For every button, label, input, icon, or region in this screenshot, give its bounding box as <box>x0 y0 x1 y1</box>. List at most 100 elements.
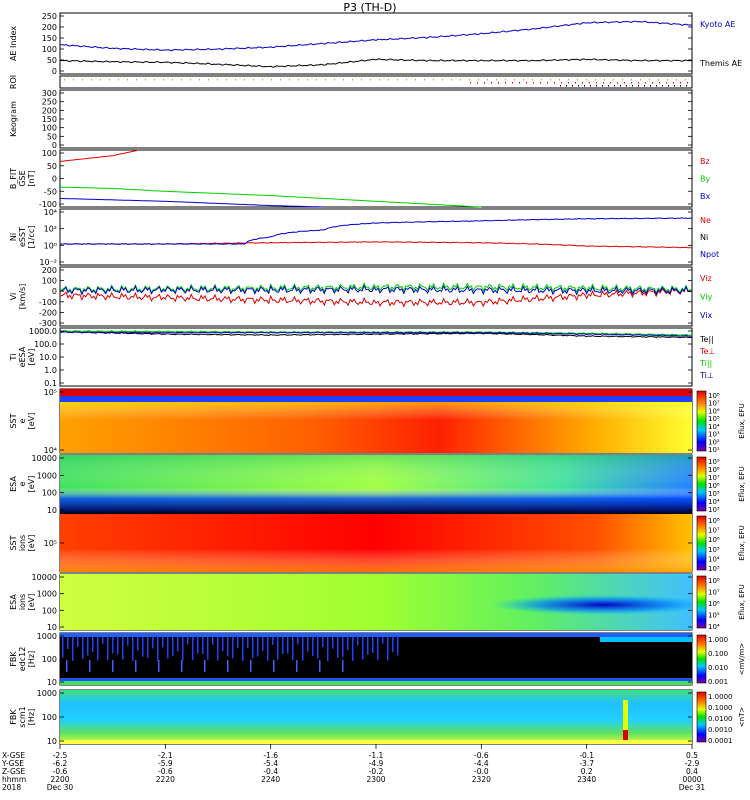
x-axis: X-GSEY-GSEZ-GSEhhmm2018-2.5-6.2-0.62200D… <box>1 744 705 792</box>
ytick-label: 50 <box>47 132 57 141</box>
ylabel-roi: ROI <box>9 75 18 89</box>
fbk-streak <box>167 637 169 659</box>
roi-dot <box>523 79 524 81</box>
roi-dot <box>640 79 641 81</box>
roi-dot <box>658 79 659 81</box>
fbk-streak <box>317 637 319 659</box>
xtick-label-hhmm: 2340 <box>577 775 596 784</box>
ylabel-esa_i: ions <box>18 594 27 610</box>
roi-dot <box>496 79 497 81</box>
sst-electron-topband <box>60 389 692 396</box>
roi-dot <box>100 79 101 81</box>
fbk-streak <box>357 637 359 646</box>
ylabel-temperature: Ti <box>9 354 18 362</box>
roi-dot <box>208 79 209 81</box>
figure-title: P3 (TH-D) <box>343 1 396 14</box>
roi-dot <box>666 82 667 84</box>
roi-dot <box>307 79 308 81</box>
colorbar-tick: 10⁶ <box>708 407 720 415</box>
roi-dot <box>586 79 587 81</box>
colorbar-tick: 10⁷ <box>708 474 720 482</box>
roi-dot <box>519 82 520 84</box>
fbk-streak <box>137 637 139 651</box>
roi-dot <box>604 79 605 81</box>
ylabel-bfield: GSE <box>18 170 27 186</box>
ytick-label: 150 <box>42 34 57 43</box>
legend-entry: By <box>700 175 710 184</box>
ytick-label: 1000 <box>37 471 57 480</box>
roi-dot <box>680 85 681 87</box>
fbk-streak <box>297 637 299 645</box>
roi-dot <box>388 79 389 81</box>
roi-dot <box>676 79 677 81</box>
ytick-label: 50 <box>47 162 57 171</box>
xaxis-row-label: 2018 <box>2 783 21 792</box>
ytick-label: 10⁴ <box>44 446 57 455</box>
fbk-streak <box>152 637 154 649</box>
ytick-label: 0 <box>52 287 57 296</box>
ylabel-keogram: Keogram <box>9 101 18 137</box>
roi-dot <box>559 79 560 81</box>
ytick-label: 1000.0 <box>29 327 57 336</box>
roi-dot <box>244 79 245 81</box>
ytick-label: 200 <box>42 266 57 275</box>
fbk-streak <box>232 637 234 659</box>
xtick-label-y: -4.9 <box>369 759 384 768</box>
colorbar-tick: 0.0001 <box>708 737 733 745</box>
series-bfield-bz <box>59 149 140 162</box>
colorbar-esa_i <box>696 575 707 629</box>
xtick-label-z: -0.0 <box>474 767 489 776</box>
ytick-label: 50 <box>47 56 57 65</box>
ytick-label: -100 <box>39 298 57 307</box>
ytick-label: -50 <box>44 187 57 196</box>
series-bfield-by <box>60 186 482 208</box>
roi-dot <box>590 85 591 87</box>
roi-dot <box>271 79 272 81</box>
fbk-streak <box>277 637 279 660</box>
fbk-streak <box>307 637 309 652</box>
fbk-streak <box>117 637 119 655</box>
fbk-streak <box>127 637 129 646</box>
colorbar-label: Eflux, EFU <box>738 403 746 438</box>
legend-entry: Te⊥ <box>699 347 715 356</box>
roi-dot <box>505 82 506 84</box>
xtick-label-z: 0.4 <box>686 767 698 776</box>
ylabel-sst_i: ions <box>18 535 27 551</box>
roi-dot <box>262 79 263 81</box>
ylabel-velocity: Vi <box>9 293 18 301</box>
ytick-label: 100 <box>42 606 57 615</box>
series-temperature-te <box>60 331 693 339</box>
ytick-label: 100.0 <box>34 340 57 349</box>
sst-electron-stripe <box>60 396 692 402</box>
roi-dot <box>487 79 488 81</box>
roi-dot <box>127 79 128 81</box>
roi-dot <box>649 79 650 81</box>
colorbar-tick: 10⁸ <box>708 392 720 400</box>
fbk-streak <box>397 637 399 656</box>
fbk-streak <box>147 637 149 658</box>
xtick-label-x: -2.1 <box>158 751 173 760</box>
fbk-streak <box>202 637 204 655</box>
roi-dot <box>73 79 74 81</box>
ytick-label: -300 <box>39 319 57 328</box>
roi-dot <box>626 85 627 87</box>
roi-dot <box>638 82 639 84</box>
fbk-streak <box>158 660 160 672</box>
legend-entry: Kyoto AE <box>700 20 735 29</box>
colorbar-esa_e <box>696 456 707 512</box>
roi-dot <box>325 79 326 81</box>
colorbar-tick: 10⁵ <box>708 546 720 554</box>
series-velocity-viz <box>59 285 693 308</box>
fbk-streak <box>122 637 124 660</box>
colorbar-label: <nT> <box>738 707 746 728</box>
ylabel-bfield: B_FIT <box>9 168 18 189</box>
roi-dot <box>620 85 621 87</box>
fbk-streak <box>197 637 199 654</box>
fbk-streak <box>287 637 289 654</box>
fbk-streak <box>227 660 229 672</box>
colorbar-fbk_b <box>696 691 707 743</box>
xtick-label-x: 0.5 <box>686 751 698 760</box>
roi-dot <box>477 82 478 84</box>
xtick-label-y: -2.9 <box>685 759 700 768</box>
fbk-streak <box>157 637 159 661</box>
